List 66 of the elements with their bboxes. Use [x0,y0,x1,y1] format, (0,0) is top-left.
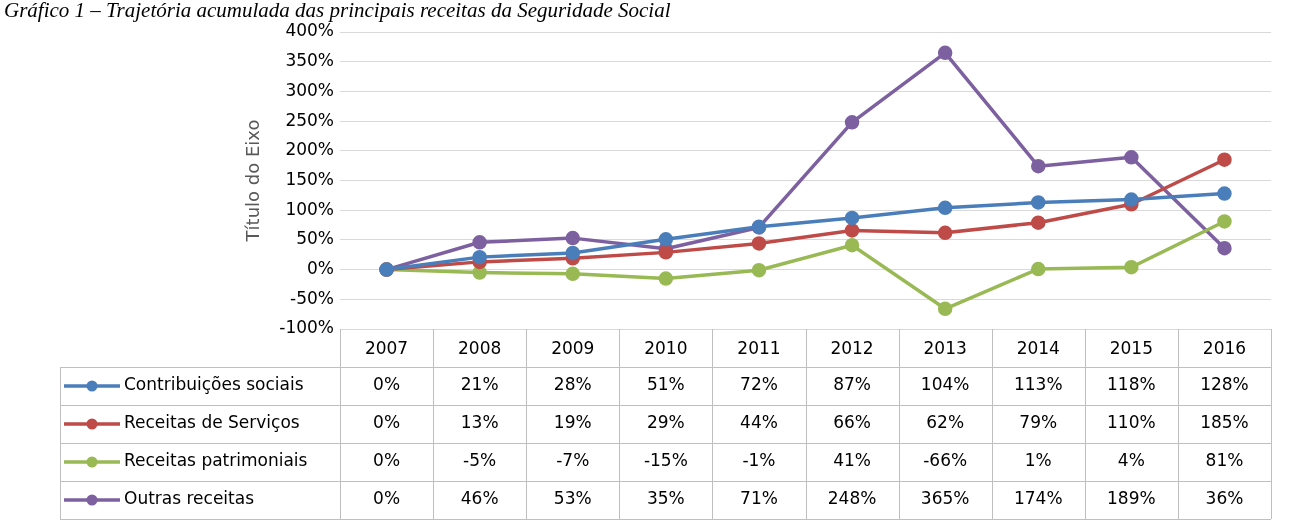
data-label: 36% [1205,488,1244,509]
legend-label: Contribuições sociais [124,374,304,395]
x-tick-label: 2008 [458,337,502,358]
data-label: 185% [1200,412,1249,433]
data-label: -1% [742,450,776,471]
chart-title: Gráfico 1 – Trajetória acumulada das principais receitas da Seguridade Social [3,0,672,23]
y-tick-label: 0% [307,258,334,279]
data-label: 104% [920,374,970,395]
data-label: 19% [553,412,592,433]
data-label: -66% [923,450,968,471]
x-tick-label: 2014 [1016,337,1060,358]
data-label: -7% [556,450,590,471]
y-tick-label: 200% [285,139,334,160]
data-label: 118% [1107,374,1156,395]
legend-label: Outras receitas [124,488,255,509]
data-label: 72% [740,374,778,395]
legend-label: Receitas patrimoniais [124,450,308,471]
data-label: 0% [373,450,401,471]
data-label: 0% [373,488,401,509]
data-label: 51% [646,374,685,395]
data-label: 113% [1013,374,1063,395]
data-label: 66% [833,412,871,433]
data-label: 1% [1024,450,1052,471]
data-label: 128% [1200,374,1249,395]
y-tick-label: 150% [285,168,334,189]
data-label: 174% [1013,488,1063,509]
data-label: 248% [827,488,877,509]
data-label: 0% [373,412,401,433]
y-tick-label: 50% [296,228,334,249]
x-tick-label: 2009 [551,337,595,358]
data-label: 53% [553,488,592,509]
y-tick-label: 100% [285,198,334,219]
y-tick-label: 300% [285,79,334,100]
data-label: 365% [920,488,970,509]
x-tick-label: 2013 [923,337,967,358]
x-tick-label: 2011 [737,337,781,358]
data-label: 46% [460,488,499,509]
data-label: 44% [740,412,778,433]
data-label: 87% [833,374,871,395]
data-label: 35% [646,488,685,509]
x-tick-label: 2007 [364,337,409,358]
data-label: -5% [463,450,497,471]
data-label: 28% [553,374,592,395]
y-tick-label: -100% [279,317,334,338]
data-label: 4% [1117,450,1145,471]
x-tick-label: 2012 [830,337,874,358]
x-tick-label: 2010 [644,337,688,358]
data-label: 110% [1107,412,1156,433]
data-label: 13% [460,412,499,433]
legend-label: Receitas de Serviços [124,412,300,433]
y-tick-label: 250% [285,109,334,130]
y-axis-title: Título do Eixo [242,119,264,243]
data-label: 62% [926,412,965,433]
data-label: 189% [1107,488,1156,509]
x-tick-label: 2016 [1202,337,1247,358]
data-label: 81% [1205,450,1244,471]
data-label: 0% [373,374,401,395]
data-label: 79% [1019,412,1058,433]
data-label: 41% [833,450,871,471]
y-tick-label: -50% [290,287,334,308]
data-label: 29% [646,412,685,433]
data-label: 71% [740,488,778,509]
data-label: 21% [460,374,499,395]
data-label: -15% [643,450,688,471]
y-tick-label: 350% [285,50,334,71]
x-tick-label: 2015 [1109,337,1153,358]
